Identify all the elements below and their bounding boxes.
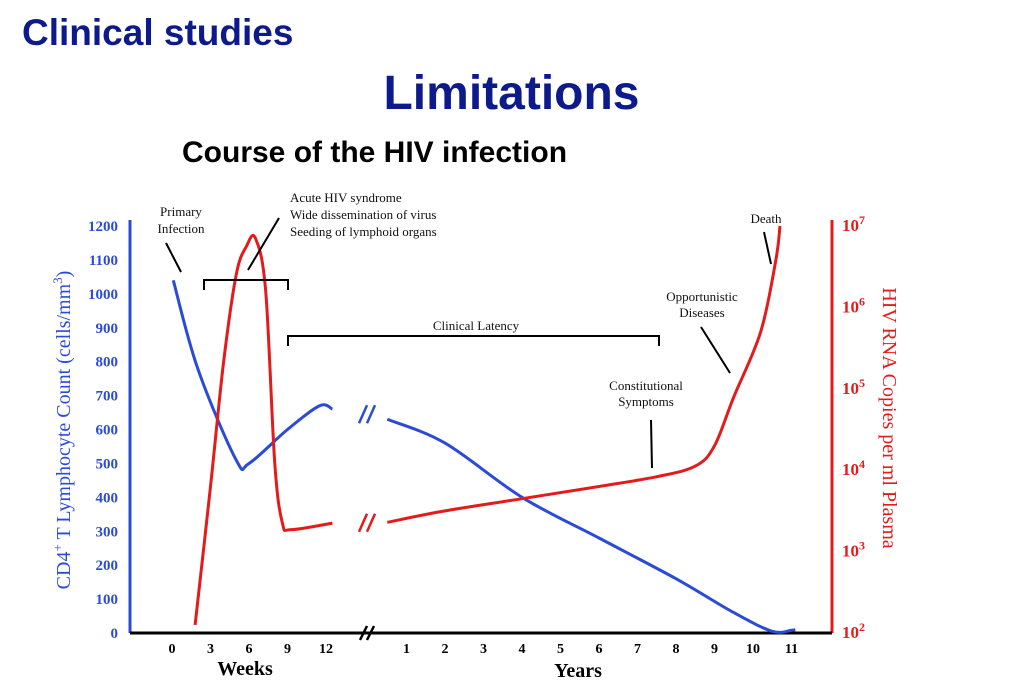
annotation-constitutional-symptoms: Constitutional bbox=[609, 378, 683, 393]
annotation-acute-hiv: Seeding of lymphoid organs bbox=[290, 224, 437, 239]
y-left-tick-label: 200 bbox=[96, 558, 119, 574]
x-weeks-tick-label: 12 bbox=[319, 642, 333, 657]
x-years-tick-label: 6 bbox=[596, 642, 603, 657]
y-right-tick-label: 105 bbox=[842, 376, 865, 398]
y-right-tick-label: 104 bbox=[842, 457, 865, 479]
x-years-tick-label: 2 bbox=[442, 642, 449, 657]
x-axis-break-mark bbox=[365, 625, 376, 641]
annotation-clinical-latency: Clinical Latency bbox=[433, 318, 520, 333]
section-title: Clinical studies bbox=[22, 12, 294, 53]
y-left-tick-label: 900 bbox=[96, 321, 119, 337]
x-years-tick-label: 4 bbox=[519, 642, 526, 657]
annotation-acute-hiv: Wide dissemination of virus bbox=[290, 207, 436, 222]
y-left-tick-label: 1200 bbox=[88, 219, 118, 235]
x-axis-break-mark bbox=[358, 625, 369, 641]
y-left-tick-label: 0 bbox=[111, 626, 119, 642]
x-weeks-tick-label: 3 bbox=[207, 642, 214, 657]
y-right-tick-label: 103 bbox=[842, 539, 865, 561]
x-weeks-tick-label: 9 bbox=[284, 642, 291, 657]
x-years-tick-label: 1 bbox=[403, 642, 410, 657]
y-left-tick-label: 1100 bbox=[89, 253, 118, 269]
hiv-rna-series-line-break-mark bbox=[357, 513, 369, 533]
x-years-tick-label: 9 bbox=[711, 642, 718, 657]
annotation-pointer bbox=[763, 231, 772, 265]
y-left-tick-label: 100 bbox=[96, 592, 119, 608]
hiv-rna-series-line-break-mark bbox=[365, 513, 377, 533]
y-left-tick-label: 700 bbox=[96, 389, 119, 405]
annotation-opportunistic-diseases: Opportunistic bbox=[666, 289, 738, 304]
y-right-axis-title: HIV RNA Copies per ml Plasma bbox=[878, 287, 900, 548]
annotation-death: Death bbox=[750, 211, 782, 226]
x-years-tick-label: 3 bbox=[480, 642, 487, 657]
y-right-tick-label: 102 bbox=[842, 620, 865, 642]
y-right-tick-label: 106 bbox=[842, 294, 865, 316]
cd4-series-line-years bbox=[386, 417, 796, 634]
annotation-pointer bbox=[247, 217, 280, 271]
x-weeks-tick-label: 6 bbox=[246, 642, 253, 657]
annotation-pointer bbox=[700, 326, 731, 374]
y-left-tick-label: 1000 bbox=[88, 287, 118, 303]
x-years-tick-label: 7 bbox=[634, 642, 641, 657]
annotation-pointer bbox=[165, 242, 182, 273]
clinical-latency-bracket bbox=[287, 335, 660, 346]
annotation-opportunistic-diseases: Diseases bbox=[679, 305, 725, 320]
acute-phase-bracket bbox=[203, 279, 289, 290]
annotation-pointer bbox=[650, 419, 653, 469]
y-right-tick-label: 107 bbox=[842, 213, 865, 235]
annotation-acute-hiv: Acute HIV syndrome bbox=[290, 190, 402, 205]
cd4-series-line-weeks bbox=[171, 279, 334, 472]
y-left-axis-title: CD4+ T Lymphocyte Count (cells/mm3) bbox=[50, 271, 75, 590]
cd4-series-line-break-mark bbox=[357, 404, 369, 424]
y-left-tick-label: 300 bbox=[96, 524, 119, 540]
x-years-tick-label: 8 bbox=[673, 642, 680, 657]
y-left-tick-label: 800 bbox=[96, 355, 119, 371]
x-years-tick-label: 11 bbox=[785, 642, 798, 657]
annotation-primary-infection: Primary bbox=[160, 204, 202, 219]
x-years-axis-title: Years bbox=[554, 660, 602, 682]
annotation-primary-infection: Infection bbox=[158, 221, 205, 236]
hiv-rna-series-line-weeks bbox=[193, 233, 333, 626]
slide-title: Limitations bbox=[383, 67, 640, 120]
chart-subtitle: Course of the HIV infection bbox=[182, 136, 568, 169]
y-left-tick-label: 500 bbox=[96, 456, 119, 472]
x-years-tick-label: 5 bbox=[557, 642, 564, 657]
x-weeks-axis-title: Weeks bbox=[217, 658, 273, 680]
annotation-constitutional-symptoms: Symptoms bbox=[618, 394, 674, 409]
cd4-series-line-break-mark bbox=[365, 404, 377, 424]
y-left-tick-label: 400 bbox=[96, 490, 119, 506]
x-years-tick-label: 10 bbox=[746, 642, 760, 657]
y-left-tick-label: 600 bbox=[96, 423, 119, 439]
hiv-rna-series-line-years bbox=[387, 225, 782, 524]
x-weeks-tick-label: 0 bbox=[169, 642, 176, 657]
